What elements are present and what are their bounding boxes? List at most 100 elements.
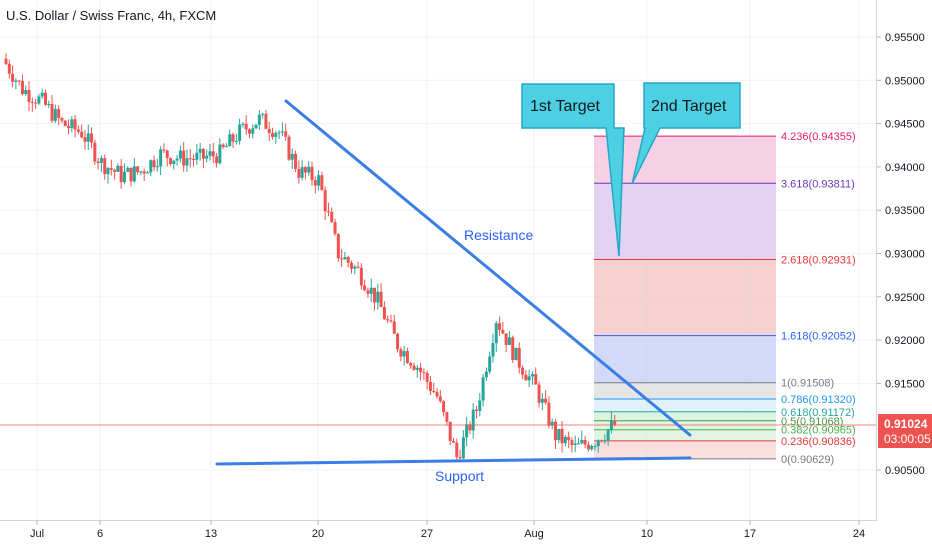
candle-body — [577, 443, 581, 445]
candle-body — [241, 123, 245, 125]
resistance-trendline[interactable] — [284, 99, 692, 437]
candle-body — [294, 153, 298, 170]
candle-body — [149, 160, 153, 173]
candle-body — [507, 337, 511, 345]
x-tick-label: 27 — [421, 528, 433, 540]
candle-body — [313, 180, 317, 186]
candle-body — [550, 421, 554, 426]
candle-body — [488, 356, 492, 372]
candle-body — [198, 148, 202, 153]
x-tick-label: 20 — [312, 528, 324, 540]
candle-body — [70, 119, 74, 129]
candle-body — [475, 409, 479, 412]
candle-body — [521, 367, 525, 375]
x-tick-label: 17 — [744, 528, 756, 540]
fib-level-label: 1.618(0.92052) — [781, 331, 856, 343]
target1-label: 1st Target — [530, 98, 601, 115]
candle-body — [251, 128, 255, 134]
candle-body — [274, 133, 278, 137]
candle-body — [303, 167, 307, 173]
candle-body — [116, 165, 120, 172]
candle-body — [96, 161, 100, 163]
candlestick-series — [4, 53, 617, 463]
fib-level-label: 0.618(0.91172) — [781, 407, 855, 419]
candle-body — [517, 347, 521, 368]
candle-body — [326, 211, 330, 213]
fibonacci-zones — [594, 135, 776, 460]
target1-callout[interactable]: 1st Target — [521, 83, 625, 257]
price-scale: 0.95500 0.95000 0.94500 0.94000 0.93500 0.930… — [877, 32, 925, 477]
candle-body — [132, 166, 136, 182]
candle-body — [356, 266, 360, 268]
candle-body — [524, 374, 528, 381]
fib-zone — [594, 429, 776, 441]
candle-body — [603, 440, 607, 442]
candle-body — [478, 400, 482, 412]
candle-body — [537, 384, 541, 403]
fib-zone — [594, 398, 776, 412]
candle-body — [145, 172, 149, 174]
candle-body — [458, 457, 462, 459]
candle-body — [73, 119, 77, 130]
candle-body — [428, 381, 432, 391]
candle-body — [172, 160, 176, 165]
candle-body — [491, 343, 495, 357]
fib-zone — [594, 183, 776, 260]
candle-body — [290, 153, 294, 160]
fib-zone — [594, 411, 776, 421]
candle-body — [136, 166, 140, 173]
x-tick-label: 24 — [853, 528, 865, 540]
candle-body — [415, 367, 419, 370]
candle-body — [363, 285, 367, 291]
candle-body — [448, 421, 452, 441]
candle-body — [103, 158, 107, 175]
candle-body — [182, 150, 186, 166]
fib-level-label: 2.618(0.92931) — [781, 254, 856, 266]
candle-body — [208, 151, 212, 156]
candle-body — [17, 80, 21, 82]
target2-label: 2nd Target — [651, 98, 727, 115]
candle-body — [494, 323, 498, 344]
candle-body — [47, 103, 51, 105]
fib-zone — [594, 136, 776, 184]
time-scale-background[interactable] — [0, 520, 932, 550]
candle-body — [247, 129, 251, 134]
candle-body — [109, 168, 113, 170]
candle-body — [455, 442, 459, 458]
candle-body — [349, 262, 353, 269]
y-tick-label: 0.95500 — [885, 32, 925, 44]
fib-zone — [594, 382, 776, 399]
candle-body — [284, 131, 288, 137]
candle-body — [343, 257, 347, 260]
fib-level-label: 0(0.90629) — [781, 454, 834, 466]
fib-level-label: 0.5(0.91068) — [781, 416, 843, 428]
last-price-value: 0.91024 — [884, 417, 928, 431]
candle-body — [412, 365, 416, 370]
candle-body — [530, 374, 534, 377]
candle-body — [53, 109, 57, 121]
y-tick-label: 0.90500 — [885, 465, 925, 477]
candle-body — [271, 132, 275, 137]
candle-body — [382, 307, 386, 320]
y-tick-label: 0.95000 — [885, 75, 925, 87]
candle-body — [600, 440, 604, 442]
candle-body — [359, 267, 363, 286]
candle-body — [422, 371, 426, 373]
candle-body — [419, 367, 423, 372]
candle-body — [43, 92, 47, 105]
support-trendline[interactable] — [215, 456, 692, 466]
candle-body — [159, 149, 163, 167]
candle-body — [389, 320, 393, 322]
x-tick-label: 13 — [205, 528, 217, 540]
candle-body — [195, 152, 199, 160]
candle-body — [557, 428, 561, 441]
candle-body — [373, 287, 377, 303]
candle-body — [465, 424, 469, 438]
fib-level-label: 0.786(0.91320) — [781, 394, 856, 406]
candle-body — [228, 134, 232, 147]
y-tick-label: 0.93000 — [885, 249, 925, 261]
candle-body — [218, 144, 222, 164]
x-tick-label: Jul — [30, 528, 44, 540]
target2-callout[interactable]: 2nd Target — [631, 82, 741, 185]
